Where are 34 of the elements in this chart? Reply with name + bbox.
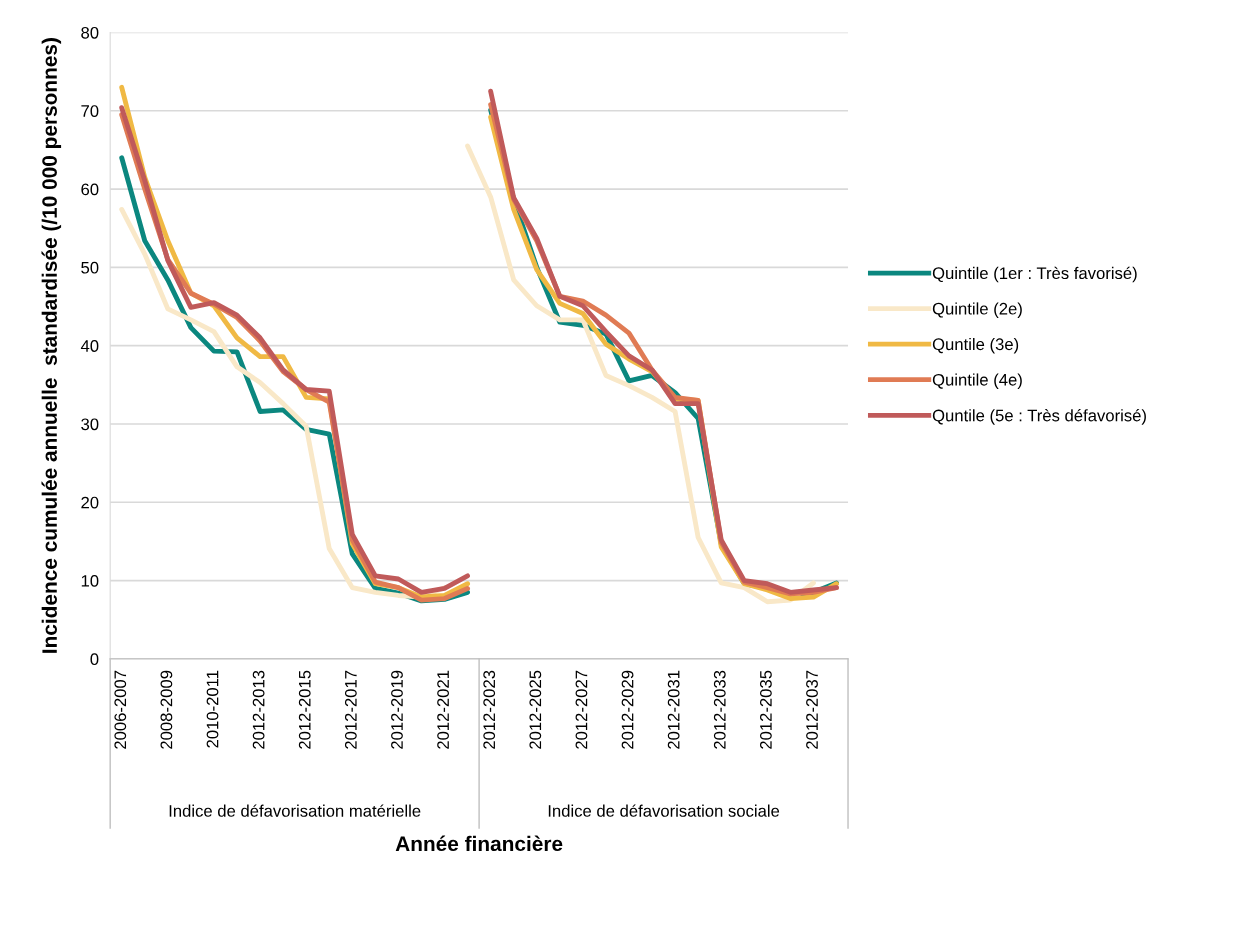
x-tick-label: 2012-2037 <box>806 670 818 749</box>
legend-label: Quntile (3e) <box>932 337 1019 354</box>
text: Indice de défavorisation matérielle <box>169 804 421 817</box>
x-tick-label: 2012-2017 <box>344 670 357 749</box>
x-tick-label: 2012-2025 <box>529 670 542 749</box>
x-tick-label: 2012-2019 <box>391 670 403 749</box>
y-axis-title: Incidence cumulée annuelle standardisée (/10 000 personnes) <box>41 38 62 653</box>
x-tick-label: 2012-2013 <box>252 670 265 749</box>
legend-label: Quntile (5e : Très défavorisé) <box>932 408 1146 425</box>
y-tick-label: 50 <box>81 261 99 274</box>
x-tick-label: 2012-2033 <box>713 670 726 749</box>
text: Indice de défavorisation sociale <box>548 804 780 817</box>
y-tick-label: 30 <box>81 418 99 431</box>
y-tick-label: 20 <box>81 496 99 509</box>
x-tick-label: 2010-2011 <box>206 670 219 748</box>
y-tick-label: 40 <box>80 340 99 352</box>
legend-label: Quintile (1er : Très favorisé) <box>932 266 1137 283</box>
x-tick-label: 2012-2029 <box>621 670 634 749</box>
x-tick-label: 2012-2031 <box>667 670 680 749</box>
x-tick-label: 2012-2023 <box>483 670 496 749</box>
y-tick-label: 0 <box>90 653 99 666</box>
x-axis-title: Année financière <box>395 835 563 852</box>
y-tick-label: 80 <box>81 26 99 39</box>
legend-label: Quintile (4e) <box>932 373 1022 389</box>
x-tick-label: 2008-2009 <box>160 670 173 749</box>
x-tick-label: 2012-2027 <box>575 670 588 749</box>
x-tick-label: 2006-2007 <box>114 670 127 749</box>
x-tick-label: 2012-2021 <box>437 670 449 749</box>
y-tick-label: 10 <box>81 574 99 587</box>
x-tick-label: 2012-2035 <box>760 670 772 749</box>
x-tick-label: 2012-2015 <box>298 670 311 749</box>
legend-label: Quintile (2e) <box>932 302 1022 318</box>
y-tick-label: 60 <box>81 183 99 196</box>
y-tick-label: 70 <box>81 105 99 117</box>
